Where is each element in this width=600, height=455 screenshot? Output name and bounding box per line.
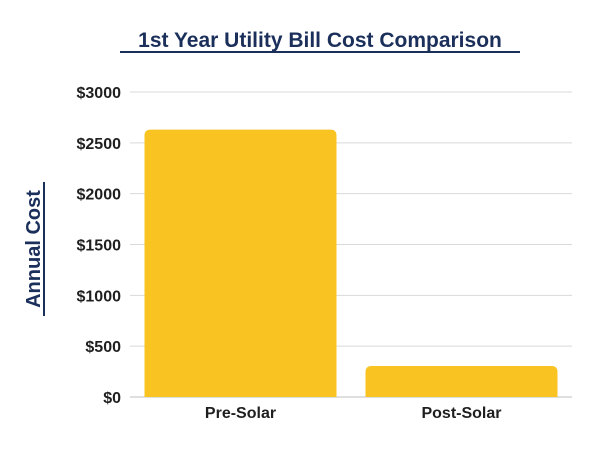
y-tick-label: $2500 <box>77 136 122 153</box>
y-tick-label: $1500 <box>77 238 122 255</box>
bar-pre-solar <box>144 129 337 397</box>
y-tick-labels: $0 $500 $1000 $1500 $2000 $2500 $3000 <box>77 85 122 407</box>
y-tick-label: $500 <box>85 339 121 356</box>
chart-title: 1st Year Utility Bill Cost Comparison <box>138 29 502 52</box>
y-tick-label: $1000 <box>77 288 122 305</box>
bars <box>144 129 558 397</box>
bar-post-solar <box>365 365 558 397</box>
y-tick-label: $0 <box>103 390 121 407</box>
y-axis-label: Annual Cost <box>23 190 45 308</box>
y-tick-label: $3000 <box>77 85 122 102</box>
x-tick-label: Post-Solar <box>421 405 501 422</box>
y-tick-label: $2000 <box>77 187 122 204</box>
x-tick-labels: Pre-Solar Post-Solar <box>205 405 502 422</box>
x-tick-label: Pre-Solar <box>205 405 276 422</box>
